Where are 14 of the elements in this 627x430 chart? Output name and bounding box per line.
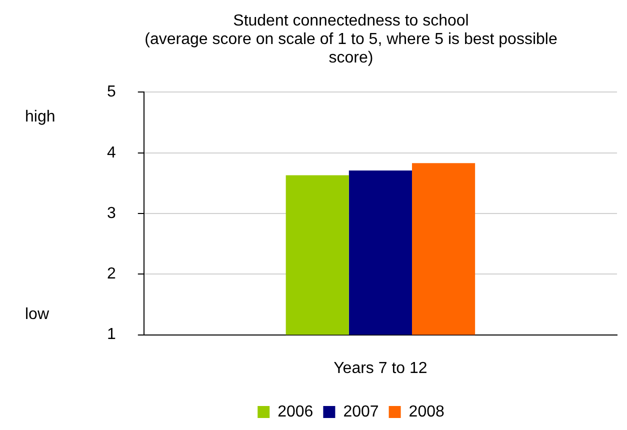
text: (average score on scale of 1 to 5, where 5 is best possible: [144, 31, 558, 48]
text: Student connectedness to school: [233, 12, 469, 30]
legend-label: 2008: [408, 403, 444, 420]
legend-label: 2006: [278, 403, 314, 420]
y-tick-label: 4: [106, 144, 116, 162]
x-tick-label: Years 7 to 12: [334, 360, 428, 377]
text: score): [328, 49, 374, 66]
text: high: [25, 108, 56, 126]
text: low: [25, 306, 50, 324]
y-tick-label: 5: [106, 84, 116, 101]
y-tick-label: 2: [106, 266, 116, 283]
y-tick-label: 1: [106, 326, 116, 344]
y-tick-label: 3: [106, 204, 116, 222]
legend-label: 2007: [343, 403, 379, 420]
